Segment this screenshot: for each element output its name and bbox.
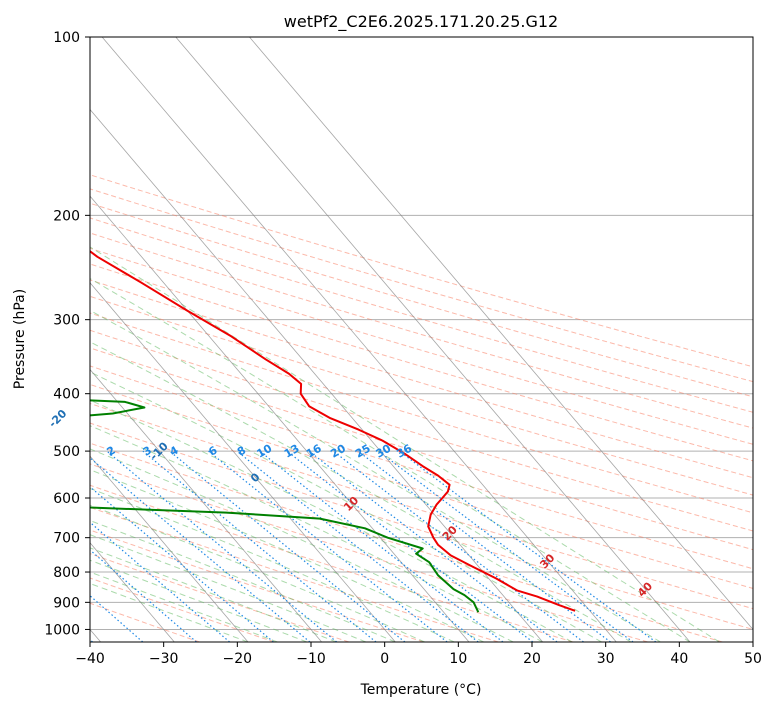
x-tick-label: 20	[523, 651, 541, 667]
isotherm-line	[90, 368, 322, 642]
mixing-ratio-line	[308, 450, 558, 642]
dry-adiabat-line	[90, 463, 648, 642]
y-tick-label: 200	[53, 208, 80, 224]
isotherm-line	[175, 37, 691, 642]
dry-adiabat-line	[90, 506, 499, 642]
mixing-ratio-line	[106, 450, 338, 642]
isotherm-line	[90, 455, 249, 642]
isotherm-line	[90, 282, 396, 642]
plot-frame	[89, 36, 754, 643]
mixing-ratio-line	[357, 450, 611, 642]
x-tick-label: 50	[744, 651, 762, 667]
mixing-ratio-line	[90, 457, 311, 642]
y-tick-label: 900	[53, 595, 80, 611]
mixing-ratio-line	[208, 450, 448, 642]
y-tick-label: 800	[53, 565, 80, 581]
moist-adiabat-line	[90, 559, 308, 642]
mixing-ratio-line	[169, 450, 406, 642]
dry-adiabat-line	[90, 577, 275, 642]
moist-adiabat-line	[90, 469, 484, 642]
y-tick-label: 400	[53, 387, 80, 403]
isotherm-line	[249, 37, 753, 631]
mixing-ratio-line	[90, 486, 274, 642]
dry-adiabat-line	[90, 312, 753, 514]
isotherms	[90, 37, 753, 642]
moist-adiabat-line	[90, 277, 691, 642]
moist-adiabat-line	[90, 582, 249, 642]
isotherm-line	[90, 195, 470, 642]
dry-adiabat-line	[90, 329, 753, 532]
y-tick-label: 100	[53, 30, 80, 46]
moist-adiabats	[90, 246, 720, 642]
x-tick-label: −10	[296, 651, 326, 667]
dry-adiabat-line	[90, 442, 723, 642]
y-tick-label: 300	[53, 313, 80, 329]
moist-adiabat-line	[90, 341, 632, 642]
x-tick-label: −40	[75, 651, 105, 667]
y-tick-label: 500	[53, 444, 80, 460]
y-tick-label: 700	[53, 531, 80, 547]
chart-title: wetPf2_C2E6.2025.171.20.25.G12	[284, 12, 558, 32]
x-axis-title: Temperature (°C)	[360, 682, 482, 698]
dry-adiabat-line	[90, 422, 753, 630]
moist-adiabat-line	[90, 504, 425, 642]
moist-adiabat-line	[90, 309, 661, 642]
pressure-gridlines	[90, 37, 753, 630]
moist-adiabat-line	[90, 371, 602, 642]
dry-adiabat-line	[90, 402, 753, 610]
x-tick-label: 30	[597, 651, 615, 667]
moist-adiabat-line	[90, 571, 278, 642]
temperature-line	[90, 250, 576, 612]
y-axis-title: Pressure (hPa)	[12, 289, 28, 389]
moist-adiabat-line	[90, 425, 543, 642]
x-axis-ticks: −40 −30 −20 −10 0 10 20 30 40 50	[75, 642, 762, 667]
x-tick-label: 0	[380, 651, 389, 667]
moist-adiabat-line	[90, 246, 720, 642]
moist-adiabat-line	[90, 448, 514, 642]
mixing-ratio-line	[90, 521, 230, 642]
moist-adiabat-line	[90, 487, 455, 642]
x-tick-label: −30	[149, 651, 179, 667]
moist-adiabat-line	[90, 399, 573, 642]
y-tick-label: 1000	[44, 622, 80, 638]
isotherm-line	[90, 108, 543, 642]
x-tick-label: 40	[670, 651, 688, 667]
x-tick-label: 10	[449, 651, 467, 667]
x-tick-label: −20	[223, 651, 253, 667]
y-tick-label: 600	[53, 491, 80, 507]
y-axis-ticks: 100 200 300 400 500 600 700 800 900 1000	[44, 30, 90, 638]
isotherm-line	[101, 37, 617, 642]
mixing-ratio-line	[142, 450, 377, 642]
